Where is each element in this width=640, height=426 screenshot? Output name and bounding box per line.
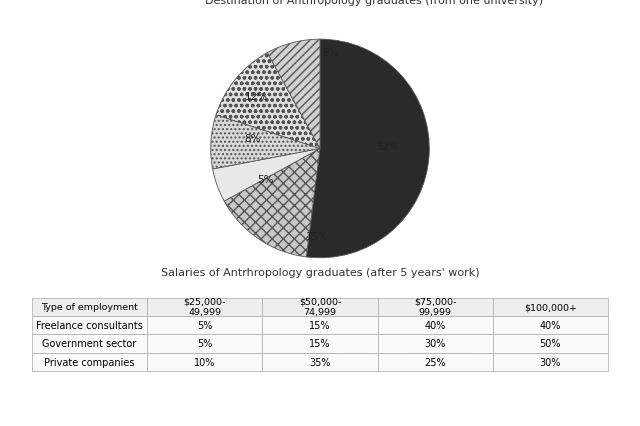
Wedge shape [212,149,320,201]
Wedge shape [268,40,320,149]
Text: Salaries of Antrhropology graduates (after 5 years' work): Salaries of Antrhropology graduates (aft… [161,268,479,278]
Wedge shape [307,40,429,258]
Text: 15%: 15% [307,231,330,242]
Text: The Chart Below Shows What Anthropology Graduates from One University: The Chart Below Shows What Anthropology … [56,399,584,412]
Wedge shape [216,54,320,149]
Text: Destination of Anthropology graduates (from one university): Destination of Anthropology graduates (f… [205,0,543,6]
Wedge shape [224,149,320,257]
Text: 5%: 5% [257,175,273,184]
Wedge shape [211,115,320,170]
Text: 8%: 8% [323,48,339,58]
Text: 8%: 8% [244,133,260,143]
Text: 52%: 52% [376,142,399,152]
Text: 12%: 12% [245,92,268,102]
Legend: Full-time work, Part-time work, Part-time work + postgrad study, Full-time postg: Full-time work, Part-time work, Part-tim… [157,335,483,357]
